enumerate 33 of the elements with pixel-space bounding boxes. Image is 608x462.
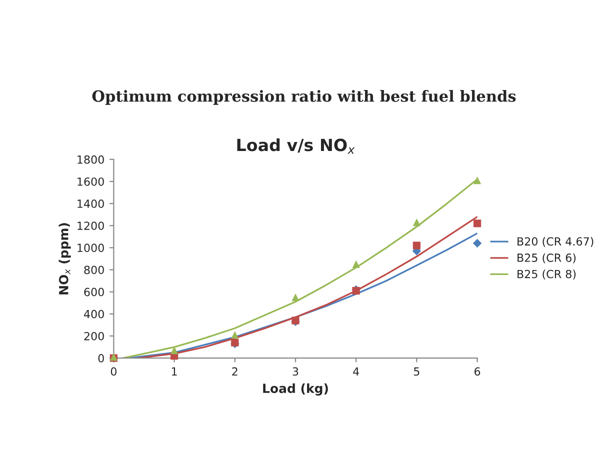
y-tick-label: 1800 [78, 155, 104, 164]
x-axis-title: Load (kg) [263, 383, 328, 396]
legend-label: B20 (CR 4.67) [518, 237, 594, 247]
y-tick-label: 1200 [78, 222, 104, 230]
point [412, 242, 420, 250]
point [473, 220, 482, 228]
x-tick-label: 4 [353, 367, 359, 376]
x-tick-label: 1 [172, 367, 177, 376]
point [231, 331, 239, 339]
y-tick-label: 1400 [78, 200, 104, 208]
y-axis-title: NO$_{x}$ (ppm) [58, 223, 71, 294]
x-tick-label: 2 [232, 367, 238, 376]
point [352, 260, 360, 268]
x-tick-label: 3 [292, 367, 298, 376]
point [473, 176, 482, 184]
point [412, 218, 420, 226]
y-tick-label: 200 [84, 332, 104, 340]
legend-label: B25 (CR 6) [518, 253, 576, 264]
y-tick-label: 800 [84, 266, 104, 274]
x-tick-label: 5 [414, 367, 420, 376]
y-tick-label: 400 [84, 310, 104, 318]
point [292, 294, 300, 302]
y-tick-label: 1600 [78, 177, 104, 186]
y-tick-label: 1000 [78, 244, 104, 252]
point [170, 346, 178, 354]
y-tick-label: 600 [84, 288, 104, 296]
chart-title: Optimum compression ratio with best fuel blends [92, 90, 516, 105]
point [472, 238, 482, 248]
legend-label: B25 (CR 8) [518, 270, 576, 280]
chart-subtitle: Load v/s NO$_{x}$ [237, 138, 355, 154]
y-tick-label: 0 [98, 354, 104, 362]
x-tick-label: 0 [110, 367, 116, 376]
x-tick-label: 6 [474, 367, 480, 376]
